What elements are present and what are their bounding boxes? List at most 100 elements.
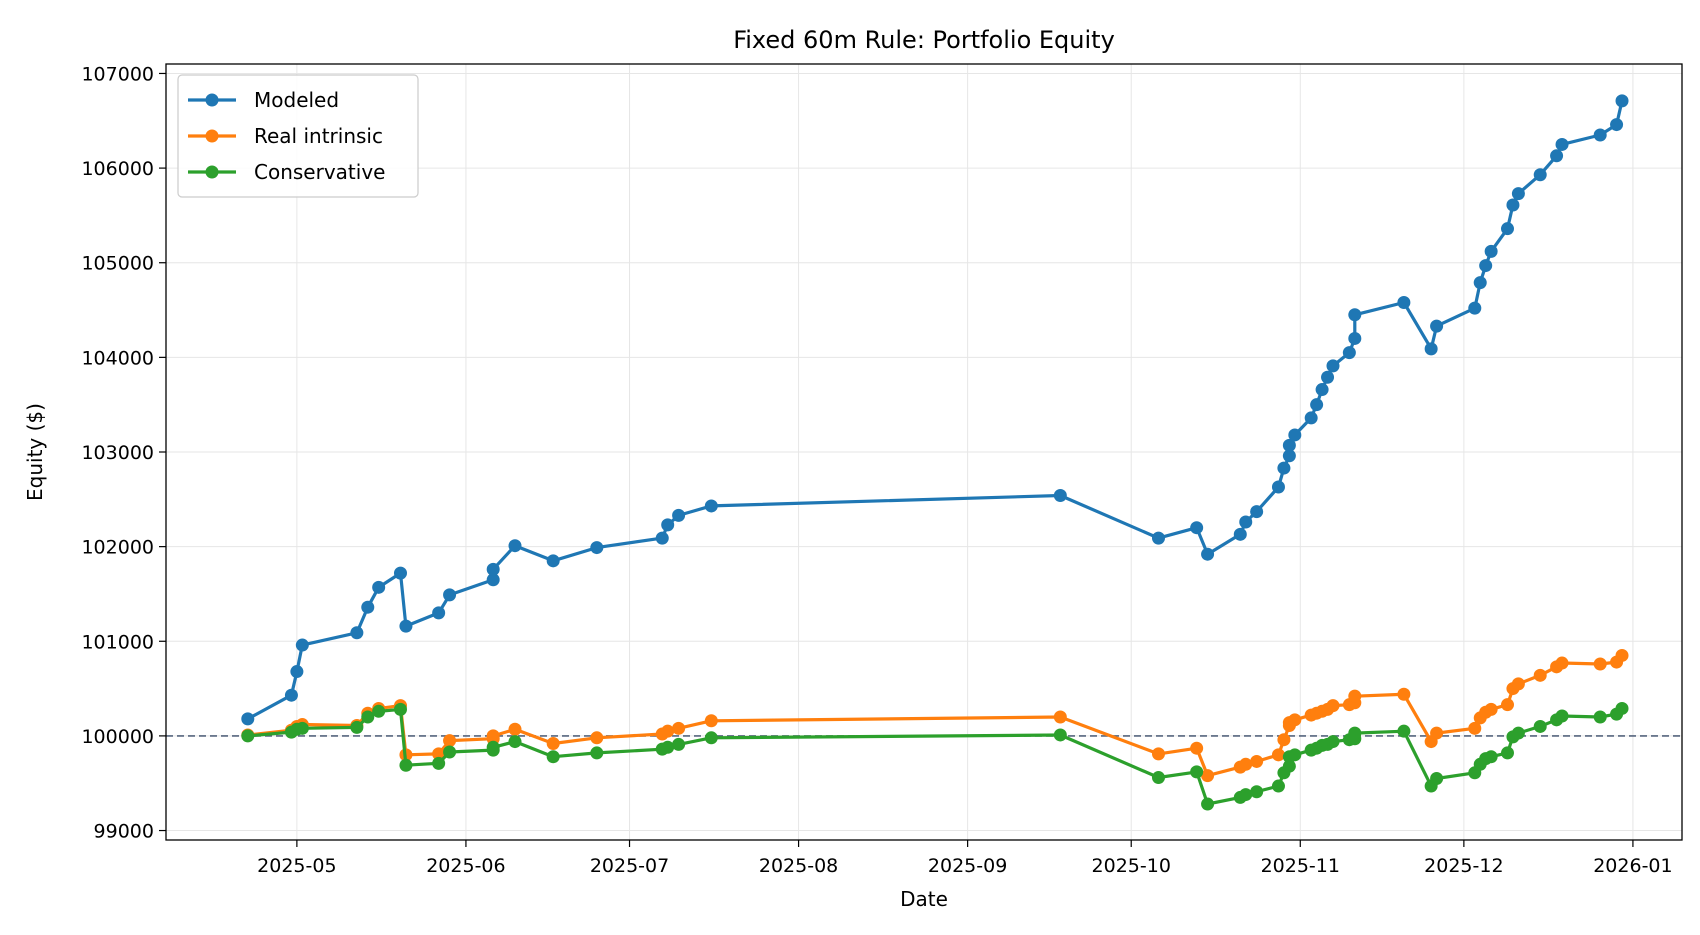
data-point-conservative: [399, 758, 413, 772]
data-point-modeled: [672, 508, 686, 522]
data-point-real-intrinsic: [1500, 698, 1514, 712]
data-point-modeled: [1430, 319, 1444, 333]
data-point-modeled: [361, 600, 375, 614]
data-point-modeled: [1310, 398, 1324, 412]
data-point-conservative: [1239, 788, 1253, 802]
data-point-real-intrinsic: [1271, 748, 1285, 762]
data-point-real-intrinsic: [1288, 713, 1302, 727]
y-tick-label: 102000: [81, 537, 154, 559]
data-point-modeled: [1342, 346, 1356, 360]
data-point-modeled: [241, 712, 255, 726]
data-point-modeled: [1053, 489, 1067, 503]
data-point-conservative: [372, 704, 386, 718]
data-point-real-intrinsic: [1397, 687, 1411, 701]
data-point-conservative: [1201, 797, 1215, 811]
data-point-real-intrinsic: [590, 731, 604, 745]
data-point-real-intrinsic: [432, 747, 446, 761]
data-point-conservative: [361, 710, 375, 724]
data-point-conservative: [1271, 779, 1285, 793]
data-point-modeled: [508, 539, 522, 553]
grid: [166, 64, 1682, 840]
data-point-modeled: [1151, 531, 1165, 545]
y-axis-label: Equity ($): [23, 403, 47, 501]
data-point-modeled: [1282, 438, 1296, 452]
data-point-real-intrinsic: [1484, 702, 1498, 716]
data-point-conservative: [672, 737, 686, 751]
data-point-real-intrinsic: [672, 721, 686, 735]
data-point-conservative: [1593, 710, 1607, 724]
data-point-modeled: [1506, 198, 1520, 212]
data-point-conservative: [1282, 759, 1296, 773]
data-point-modeled: [432, 606, 446, 620]
data-point-conservative: [1151, 771, 1165, 785]
y-tick-label: 99000: [94, 821, 154, 843]
data-point-modeled: [1473, 276, 1487, 290]
data-point-modeled: [1610, 118, 1624, 132]
series-conservative: [241, 701, 1629, 811]
series-layer: [241, 94, 1629, 811]
data-point-modeled: [1348, 331, 1362, 345]
legend-box: [177, 74, 419, 198]
data-point-modeled: [486, 573, 500, 587]
data-point-modeled: [1424, 342, 1438, 356]
data-point-conservative: [1397, 724, 1411, 738]
data-point-conservative: [508, 735, 522, 749]
data-point-real-intrinsic: [1053, 710, 1067, 724]
data-point-real-intrinsic: [1430, 726, 1444, 740]
data-point-modeled: [1555, 137, 1569, 151]
data-point-modeled: [1593, 128, 1607, 142]
data-point-conservative: [1500, 746, 1514, 760]
legend-label-real-intrinsic: Real intrinsic: [254, 124, 383, 148]
data-point-modeled: [1511, 187, 1525, 201]
y-tick-label: 103000: [81, 442, 154, 464]
data-point-real-intrinsic: [1511, 677, 1525, 691]
data-point-modeled: [284, 688, 298, 702]
data-point-conservative: [1326, 735, 1340, 749]
series-line-modeled: [247, 100, 1624, 721]
data-point-conservative: [1053, 728, 1067, 742]
x-tick-label: 2025-10: [1092, 855, 1171, 877]
data-point-modeled: [1282, 449, 1296, 463]
data-point-conservative: [295, 721, 309, 735]
data-point-modeled: [486, 562, 500, 576]
x-tick-label: 2025-09: [928, 855, 1007, 877]
data-point-modeled: [1250, 505, 1264, 519]
y-tick-label: 101000: [81, 631, 154, 653]
y-tick-label: 100000: [81, 726, 154, 748]
x-tick-label: 2025-05: [257, 855, 336, 877]
data-point-conservative: [1250, 785, 1264, 799]
data-point-conservative: [1511, 726, 1525, 740]
data-point-conservative: [1430, 771, 1444, 785]
data-point-conservative: [350, 720, 364, 734]
x-axis-label: Date: [900, 887, 948, 911]
data-point-modeled: [1288, 428, 1302, 442]
data-point-real-intrinsic: [1151, 747, 1165, 761]
data-point-conservative: [1288, 748, 1302, 762]
data-point-conservative: [1533, 719, 1547, 733]
data-point-conservative: [241, 729, 255, 743]
x-tick-label: 2026-01: [1593, 855, 1672, 877]
data-point-modeled: [1468, 301, 1482, 315]
data-point-modeled: [1321, 370, 1335, 384]
data-point-modeled: [290, 665, 304, 679]
y-tick-label: 104000: [81, 347, 154, 369]
data-point-conservative: [432, 756, 446, 770]
x-tick-label: 2025-07: [590, 855, 669, 877]
data-point-modeled: [546, 554, 560, 568]
series-modeled: [241, 94, 1629, 726]
legend: Modeled Real intrinsic Conservative: [177, 74, 419, 198]
data-point-real-intrinsic: [1555, 656, 1569, 670]
data-point-conservative: [1190, 765, 1204, 779]
data-point-modeled: [1233, 527, 1247, 541]
data-point-modeled: [1484, 244, 1498, 258]
data-point-conservative: [661, 740, 675, 754]
y-axis-ticks: 99000 100000 101000 102000 103000 104000 10500…: [81, 63, 166, 843]
data-point-modeled: [1190, 521, 1204, 535]
data-point-real-intrinsic: [1277, 733, 1291, 747]
data-point-modeled: [443, 588, 457, 602]
data-point-real-intrinsic: [1468, 721, 1482, 735]
legend-marker-real-intrinsic: [205, 129, 219, 143]
data-point-real-intrinsic: [704, 714, 718, 728]
data-point-real-intrinsic: [1239, 757, 1253, 771]
